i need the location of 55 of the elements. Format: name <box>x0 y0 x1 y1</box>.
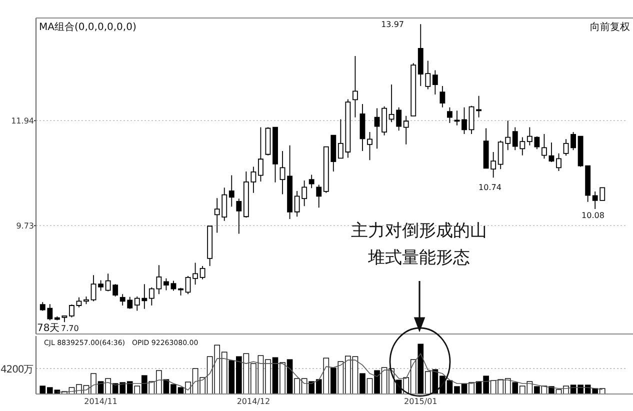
candlestick <box>178 287 184 296</box>
candlestick <box>68 304 74 318</box>
candlestick <box>432 70 438 95</box>
annotation: 78天 <box>37 323 60 334</box>
candlestick <box>556 152 562 172</box>
candlestick <box>236 198 242 234</box>
candlestick <box>403 115 409 145</box>
candlestick <box>192 262 198 286</box>
x-tick-label: 2014/11 <box>84 397 118 406</box>
annotation: 7.70 <box>61 324 79 333</box>
candlestick <box>382 106 388 136</box>
candlestick <box>570 132 576 151</box>
candlestick <box>541 133 547 160</box>
candlestick <box>468 105 474 134</box>
candlestick <box>163 278 169 291</box>
candlestick <box>76 296 82 308</box>
candlestick <box>90 274 96 302</box>
candlestick <box>440 86 446 108</box>
annotation: 13.97 <box>381 20 404 29</box>
candlestick <box>410 62 416 116</box>
candlestick <box>308 174 314 189</box>
annotation: 堆式量能形态 <box>367 248 470 268</box>
candlestick <box>265 126 271 156</box>
candlestick <box>446 106 452 124</box>
candlestick <box>228 174 234 208</box>
candlestick <box>316 184 322 208</box>
candlestick <box>98 280 104 292</box>
candlestick <box>476 95 482 118</box>
candlestick <box>548 142 554 162</box>
annotation: 主力对倒形成的山 <box>351 221 487 241</box>
ref-line-label: 4200万 <box>0 364 34 376</box>
annotation: 10.08 <box>582 211 604 220</box>
y-tick-label: 9.73 <box>16 222 34 231</box>
candlestick <box>454 110 460 126</box>
annotation: MA组合(0,0,0,0,0,0) <box>39 21 136 33</box>
candlestick <box>367 132 372 161</box>
x-tick-label: 2015/01 <box>404 397 438 406</box>
x-tick-label: 2014/12 <box>236 397 270 406</box>
candlestick <box>258 126 264 182</box>
candlestick <box>360 104 366 152</box>
candlestick <box>84 296 89 305</box>
candlestick <box>272 126 278 183</box>
y-tick-label: 11.94 <box>11 116 34 126</box>
candlestick <box>170 280 176 292</box>
annotation: 向前复权 <box>590 21 630 33</box>
candlestick <box>374 108 380 150</box>
candlestick <box>287 144 293 220</box>
candlestick <box>563 138 569 156</box>
candlestick <box>185 276 191 295</box>
annotation: 10.74 <box>478 183 502 192</box>
candlestick <box>200 266 206 280</box>
candlestick <box>280 150 286 195</box>
candlestick <box>207 226 213 266</box>
candlestick <box>462 106 467 134</box>
candlestick <box>352 56 358 118</box>
